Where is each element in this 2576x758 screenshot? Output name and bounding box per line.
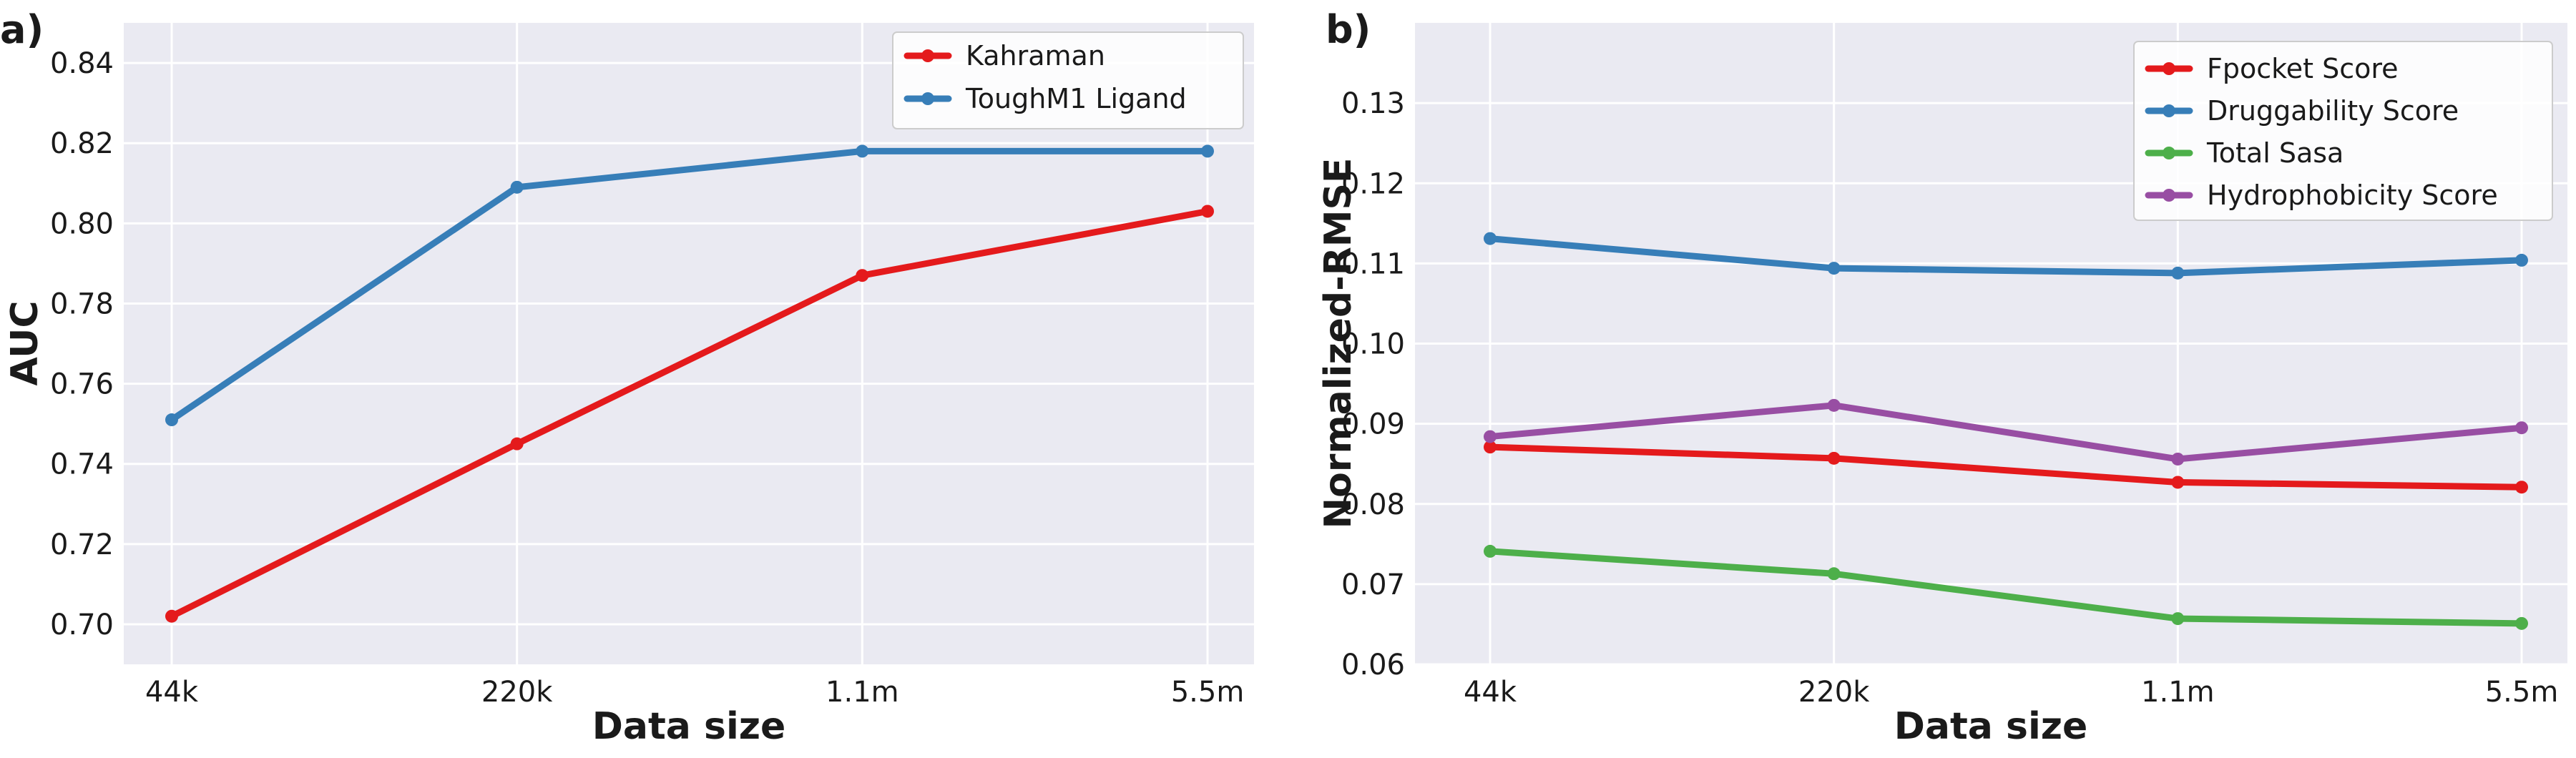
data-point (165, 413, 178, 427)
panel-b-legend: Fpocket Score Druggability Score Total Sas… (2133, 41, 2553, 221)
data-point (2515, 421, 2528, 435)
panel-b-y-axis-title: Normalized-RMSE (1317, 158, 1360, 529)
y-tick-label: 0.09 (1341, 408, 1405, 441)
y-tick-label: 0.82 (50, 127, 114, 160)
legend-label: Druggability Score (2207, 95, 2459, 127)
y-tick-label: 0.74 (50, 448, 114, 481)
y-tick-label: 0.10 (1341, 328, 1405, 361)
legend-swatch-marker (921, 49, 934, 62)
data-point (1827, 262, 1841, 275)
y-tick-label: 0.11 (1341, 247, 1405, 280)
legend-swatch-marker (921, 92, 934, 105)
y-tick-label: 0.70 (50, 609, 114, 641)
legend-label: ToughM1 Ligand (965, 83, 1187, 114)
y-tick-label: 0.76 (50, 368, 114, 401)
data-point (510, 180, 524, 194)
x-tick-label: 44k (145, 676, 199, 709)
panel-b-x-axis-title: Data size (1894, 705, 2088, 748)
y-tick-label: 0.12 (1341, 167, 1405, 200)
data-point (2171, 612, 2185, 626)
panel-a-y-ticks: 0.70 0.72 0.74 0.76 0.78 0.80 0.82 0.84 (50, 47, 114, 641)
data-point (1484, 430, 1497, 443)
y-tick-label: 0.13 (1341, 87, 1405, 120)
series-line (1487, 548, 2525, 627)
data-point (1484, 232, 1497, 245)
panel-a-x-axis-title: Data size (592, 705, 786, 748)
series-line (1487, 402, 2525, 463)
data-point (2515, 481, 2528, 494)
x-tick-label: 5.5m (2485, 676, 2559, 709)
y-tick-label: 0.06 (1341, 649, 1405, 681)
panel-a-series (165, 144, 1214, 623)
data-point (856, 269, 869, 282)
y-tick-label: 0.07 (1341, 568, 1405, 601)
panel-a-x-ticks: 44k 220k 1.1m 5.5m (145, 676, 1244, 709)
panel-a-y-axis-title: AUC (4, 300, 46, 385)
x-tick-label: 220k (1798, 676, 1870, 709)
panel-a-grid (124, 23, 1254, 664)
legend-label: Fpocket Score (2207, 53, 2399, 84)
data-point (1484, 440, 1497, 454)
series-line (1487, 235, 2525, 277)
panel-a-legend: Kahraman ToughM1 Ligand (892, 31, 1244, 129)
data-point (856, 144, 869, 158)
y-tick-label: 0.84 (50, 47, 114, 80)
panel-b-x-ticks: 44k 220k 1.1m 5.5m (1464, 676, 2558, 709)
legend-swatch-marker (2163, 147, 2175, 159)
x-tick-label: 5.5m (1171, 676, 1245, 709)
y-tick-label: 0.72 (50, 528, 114, 561)
panel-b-label: b) (1326, 7, 1371, 52)
data-point (510, 437, 524, 451)
series-line (168, 147, 1211, 423)
y-tick-label: 0.80 (50, 207, 114, 240)
legend-label: Total Sasa (2206, 137, 2344, 169)
data-point (165, 609, 178, 623)
x-tick-label: 1.1m (826, 676, 899, 709)
series-line (1487, 443, 2525, 491)
panel-b-series (1484, 232, 2528, 630)
data-point (1827, 567, 1841, 581)
data-point (1827, 451, 1841, 465)
data-point (2515, 253, 2528, 267)
data-point (1201, 144, 1214, 158)
x-tick-label: 44k (1464, 676, 1517, 709)
panel-b-y-ticks: 0.06 0.07 0.08 0.09 0.10 0.11 0.12 0.13 (1341, 87, 1405, 681)
panel-a-legend-box (892, 31, 1244, 129)
panel-a-auc-chart: a) 0.70 0.72 0.74 0.76 0.78 0.80 0.82 0.84 44k 2… (0, 7, 1254, 748)
data-point (2171, 476, 2185, 489)
legend-swatch-marker (2163, 104, 2175, 117)
panel-b-rmse-chart: b) 0.06 0.07 0.08 0.09 0.10 0.11 0.12 0.13 44k 2… (1317, 7, 2567, 748)
series-line (168, 207, 1211, 620)
data-point (1827, 398, 1841, 412)
panel-b-legend-box (2133, 41, 2553, 221)
data-point (2515, 616, 2528, 630)
panel-a-label: a) (0, 7, 44, 52)
data-point (1201, 205, 1214, 218)
legend-label: Kahraman (966, 40, 1105, 72)
x-tick-label: 220k (481, 676, 553, 709)
data-point (1484, 544, 1497, 558)
data-point (2171, 452, 2185, 466)
y-tick-label: 0.08 (1341, 488, 1405, 521)
panel-a-plot-area (124, 23, 1254, 664)
legend-swatch-marker (2163, 62, 2175, 75)
legend-label: Hydrophobicity Score (2207, 179, 2498, 211)
x-tick-label: 1.1m (2141, 676, 2215, 709)
y-tick-label: 0.78 (50, 287, 114, 320)
legend-swatch-marker (2163, 189, 2175, 202)
data-point (2171, 266, 2185, 280)
